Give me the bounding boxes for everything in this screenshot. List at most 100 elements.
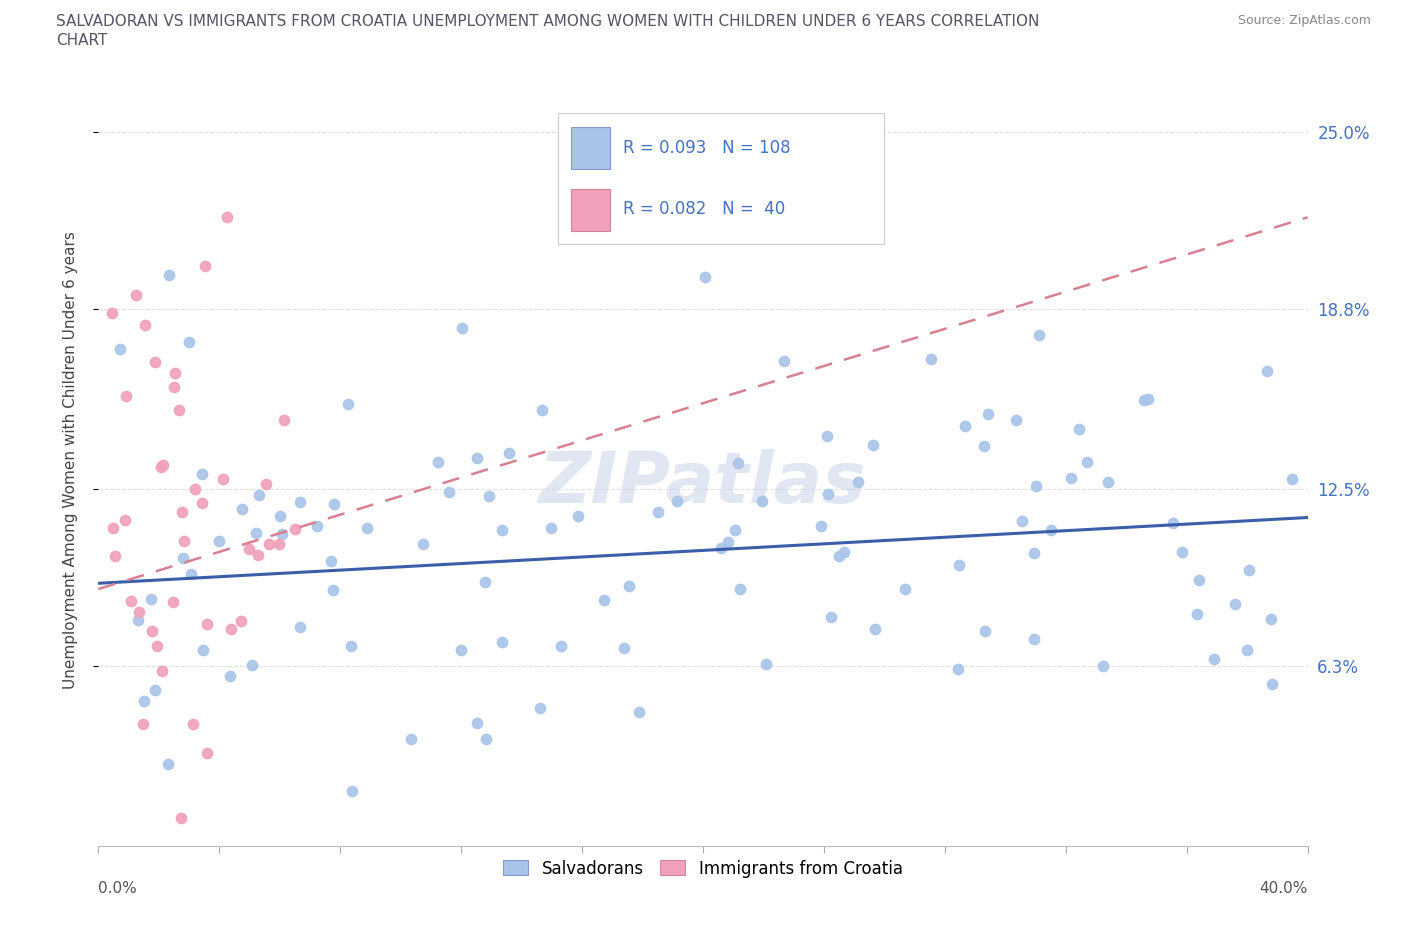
Point [245,525,267,540]
Point [212,472,235,486]
Point [270,526,292,541]
Point [240,658,263,672]
Point [269,509,291,524]
Point [273,413,295,428]
Point [1097,474,1119,489]
Point [128,604,150,619]
Point [181,717,204,732]
Point [247,548,270,563]
Point [693,270,716,285]
Point [437,485,460,499]
Point [491,635,513,650]
Point [152,663,174,678]
Point [120,593,142,608]
Point [238,542,260,557]
Point [692,206,714,221]
Point [125,287,148,302]
Point [1022,546,1045,561]
Point [163,379,186,394]
Point [1024,631,1046,646]
Point [167,403,190,418]
Point [755,657,778,671]
Point [973,624,995,639]
Point [893,582,915,597]
Point [1281,472,1303,486]
Point [727,456,749,471]
Point [450,643,472,658]
Point [150,459,173,474]
Point [832,544,855,559]
Point [190,495,212,510]
Point [165,365,187,380]
Point [170,810,193,825]
Point [340,639,363,654]
Point [1237,563,1260,578]
Point [498,445,520,460]
Point [132,693,155,708]
Point [613,641,636,656]
Point [948,558,970,573]
Point [156,756,179,771]
Point [1171,544,1194,559]
Point [104,549,127,564]
Point [336,396,359,411]
Point [728,581,751,596]
Point [162,595,184,610]
Point [108,342,131,357]
Point [157,268,180,283]
Point [269,537,291,551]
Point [810,519,832,534]
Point [288,494,311,509]
Point [465,451,488,466]
Point [1025,479,1047,494]
Text: ZIPatlas: ZIPatlas [540,449,866,518]
Point [180,566,202,581]
Point [215,210,238,225]
Point [399,731,422,746]
Text: CHART: CHART [56,33,108,47]
Point [1060,471,1083,485]
Point [1161,515,1184,530]
Point [114,513,136,528]
Point [1188,573,1211,588]
Point [820,610,842,625]
Point [846,474,869,489]
Text: Source: ZipAtlas.com: Source: ZipAtlas.com [1237,14,1371,27]
Point [817,428,839,443]
Point [1133,392,1156,407]
Point [322,582,344,597]
Point [139,591,162,606]
Point [976,407,998,422]
Point [259,537,281,551]
Point [103,521,125,536]
Point [179,335,201,350]
Text: 0.0%: 0.0% [98,881,138,896]
Point [920,352,942,366]
Point [1040,522,1063,537]
Point [426,454,449,469]
Point [356,521,378,536]
Point [134,317,156,332]
Point [619,578,641,593]
Point [319,553,342,568]
Point [195,617,218,631]
Point [751,494,773,509]
Point [247,487,270,502]
Point [219,621,242,636]
Point [146,638,169,653]
Point [710,540,733,555]
Point [219,669,242,684]
Point [567,509,589,524]
Point [666,494,689,509]
Point [863,621,886,636]
Point [474,575,496,590]
Point [131,716,153,731]
Point [1204,652,1226,667]
Point [340,783,363,798]
Point [1028,327,1050,342]
Point [143,683,166,698]
Point [231,501,253,516]
Point [191,643,214,658]
Point [101,305,124,320]
Text: 40.0%: 40.0% [1260,881,1308,896]
